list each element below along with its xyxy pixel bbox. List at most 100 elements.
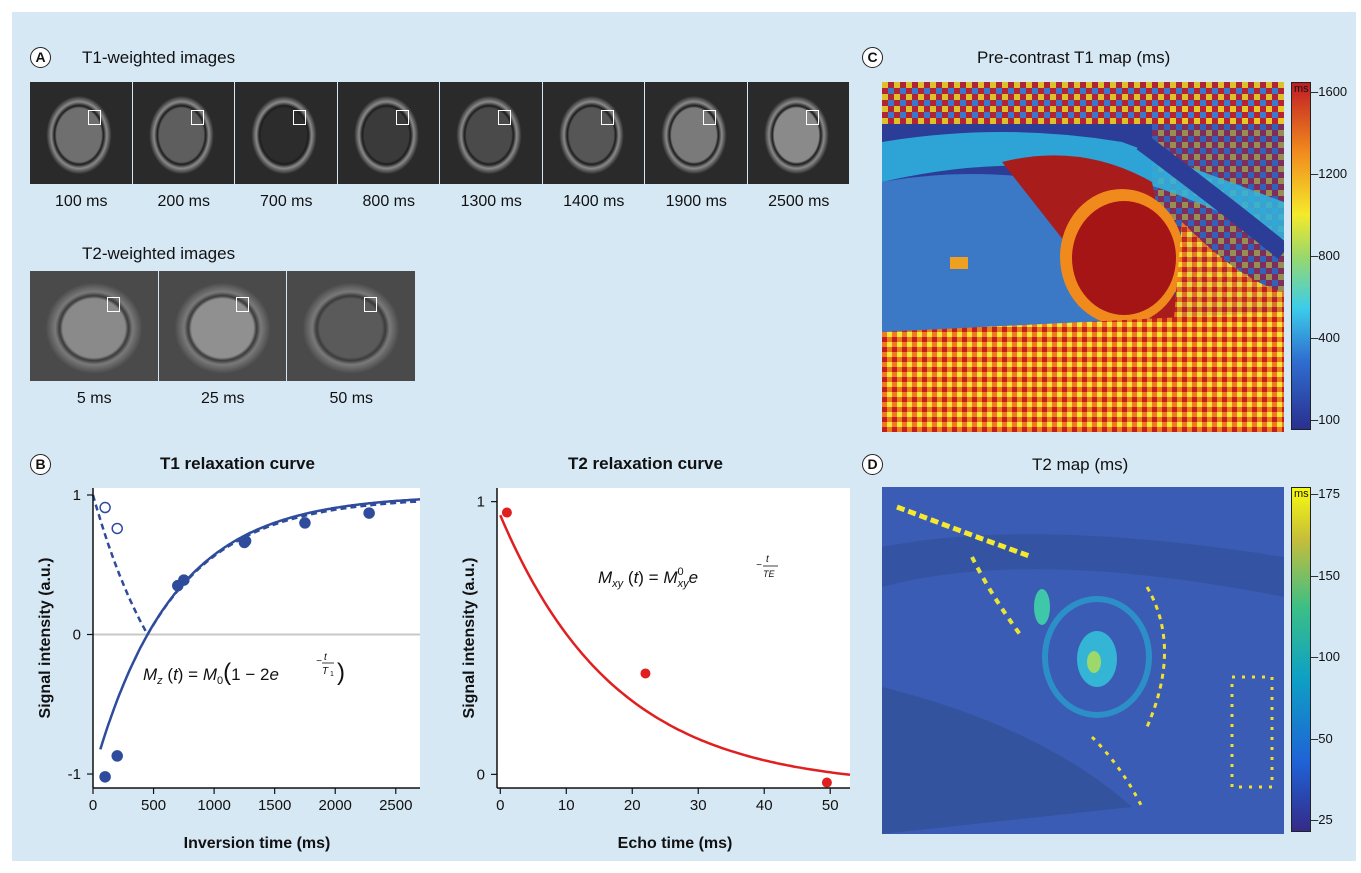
roi-marker (600, 110, 614, 125)
t1-data-point (299, 517, 311, 529)
t2-map-colorbar (1291, 487, 1311, 832)
roi-marker (190, 110, 204, 125)
panel-letter-d: D (862, 454, 883, 475)
t2-colorbar-tick: –25 (1311, 812, 1333, 827)
t1-weighted-image (30, 82, 132, 184)
t1-images-title: T1-weighted images (82, 48, 236, 67)
t1-image-label: 1900 ms (665, 193, 727, 210)
t1-data-point (178, 574, 190, 586)
t2-y-axis-label: Signal intensity (a.u.) (461, 558, 478, 719)
t2-image-label: 5 ms (76, 390, 112, 407)
t2-colorbar-tick: –150 (1311, 567, 1340, 583)
t2-colorbar-unit: ms (1294, 488, 1309, 500)
t1-image-label: 200 ms (157, 193, 210, 210)
t1-data-point (111, 750, 123, 762)
t1-y-tick-label: -1 (68, 766, 81, 783)
t2-x-tick-label: 20 (624, 797, 641, 814)
t2-fit-curve (499, 514, 851, 777)
t1-colorbar-tick: –1600 (1311, 84, 1348, 99)
panel-letter-c: C (862, 47, 883, 68)
svg-text:1: 1 (330, 671, 334, 678)
t2-image-label: 25 ms (200, 390, 245, 407)
t1-magnitude-point (111, 522, 123, 535)
t1-y-axis-label: Signal intensity (a.u.) (37, 558, 54, 719)
t1-data-point (99, 771, 111, 783)
t1-image-label: 1400 ms (563, 193, 625, 210)
svg-text:): ) (337, 659, 345, 686)
panel-letter-a: A (30, 47, 51, 68)
t1-weighted-image (747, 82, 849, 184)
t1-map-title: Pre-contrast T1 map (ms) (977, 48, 1171, 67)
t1-equation: Mz (t) = M0(1 − 2e − t T 1 ) (143, 652, 345, 687)
t2-image-label: 50 ms (329, 390, 374, 407)
t1-weighted-image (132, 82, 234, 184)
roi-marker (235, 297, 249, 312)
t1-weighted-image (645, 82, 747, 184)
t2-weighted-image (158, 271, 286, 381)
t2-data-point (640, 668, 651, 679)
t1-colorbar-tick: –1200 (1311, 166, 1348, 181)
t1-colorbar-unit: ms (1294, 83, 1309, 95)
roi-marker (88, 110, 101, 125)
t1-weighted-image (235, 82, 337, 184)
t2-colorbar-tick: –50 (1311, 730, 1333, 746)
t1-y-tick-label: 1 (73, 487, 81, 504)
t1-map-image (882, 82, 1284, 432)
t2-weighted-image (30, 271, 158, 381)
t2-plot-area (497, 488, 850, 788)
t1-x-tick-label: 2000 (319, 797, 352, 814)
t2-x-tick-label: 40 (756, 797, 773, 814)
t1-x-tick-label: 1500 (258, 797, 291, 814)
t1-weighted-image (440, 82, 542, 184)
roi-marker (395, 110, 409, 125)
t2-images-title: T2-weighted images (82, 244, 236, 263)
t1-image-label: 700 ms (260, 193, 313, 210)
t1-image-label: 1300 ms (460, 193, 522, 210)
t1-magnitude-point (99, 501, 111, 514)
t1-x-tick-label: 2500 (379, 797, 412, 814)
svg-text:t: t (324, 652, 328, 663)
roi-marker (364, 297, 377, 312)
t2-data-point (821, 777, 832, 788)
roi-marker (805, 110, 819, 125)
t1-x-axis-label: Inversion time (ms) (184, 835, 331, 852)
roi-marker (703, 110, 716, 125)
t1-x-tick-label: 0 (89, 797, 97, 814)
t1-data-point (363, 507, 375, 519)
t1-data-point (239, 535, 252, 547)
t1-chart-title: T1 relaxation curve (160, 454, 315, 473)
t1-chart: 0 500 1000 1500 2000 2500 1 0 -1 Inversion time … (37, 487, 420, 852)
t2-chart-title: T2 relaxation curve (568, 454, 723, 473)
svg-text:t: t (766, 554, 770, 565)
svg-text:Mz (t) = M0(1 − 2e: Mz (t) = M0(1 − 2e (143, 659, 279, 687)
t1-image-label: 800 ms (362, 193, 415, 210)
roi-marker (107, 297, 120, 312)
t1-colorbar-tick: –800 (1311, 248, 1340, 263)
t1-weighted-image (542, 82, 644, 184)
t2-map-image (882, 487, 1284, 834)
t1-weighted-image (337, 82, 439, 184)
t1-x-tick-label: 500 (141, 797, 166, 814)
t1-map-colorbar (1291, 82, 1311, 430)
t2-x-axis-label: Echo time (ms) (618, 835, 733, 852)
svg-text:TE: TE (763, 569, 775, 579)
t2-x-tick-label: 10 (558, 797, 575, 814)
t2-x-tick-label: 0 (496, 797, 504, 814)
t2-colorbar-tick: –175 (1311, 486, 1340, 501)
t1-x-tick-label: 1000 (197, 797, 230, 814)
t2-weighted-image (287, 271, 415, 381)
t1-magnitude-fit (146, 500, 419, 636)
t1-colorbar-tick: –400 (1311, 330, 1340, 345)
svg-text:−: − (756, 560, 762, 571)
t1-image-label: 100 ms (55, 193, 108, 210)
t1-magnitude-fit-early (91, 494, 149, 635)
roi-marker (498, 110, 511, 125)
t1-y-tick-label: 0 (73, 627, 81, 644)
t2-equation: Mxy (t) = M0 xye − t TE (598, 554, 778, 590)
roi-marker (293, 110, 306, 125)
t1-colorbar-tick: –100 (1311, 412, 1340, 427)
t1-plot-area (93, 488, 420, 788)
svg-text:−: − (316, 656, 322, 667)
